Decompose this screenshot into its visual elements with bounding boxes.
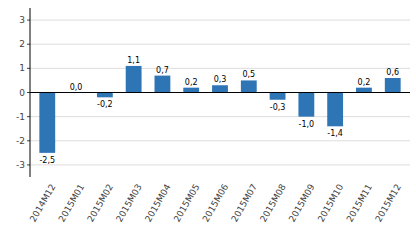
bar [97, 93, 113, 98]
data-label: -0,3 [270, 103, 286, 112]
category-label: 2015M11 [344, 182, 374, 223]
bar [270, 93, 286, 100]
category-label: 2015M07 [229, 182, 259, 223]
category-label: 2015M12 [373, 182, 403, 223]
tick-label: 3 [19, 15, 25, 25]
category-label: 2015M10 [316, 182, 346, 224]
tick-label: -2 [16, 136, 25, 146]
category-label: 2015M03 [114, 182, 144, 223]
category-label: 2015M08 [258, 182, 288, 224]
category-label: 2015M09 [287, 182, 317, 224]
bar [126, 66, 142, 93]
grid-line [30, 164, 410, 165]
bar [39, 93, 55, 153]
data-label: -1,4 [327, 129, 343, 138]
data-label: -0,2 [97, 100, 113, 109]
data-label: -2,5 [39, 156, 55, 165]
grid [30, 20, 410, 165]
category-label: 2015M06 [201, 182, 231, 224]
grid-line [30, 44, 410, 45]
category-label: 2014M12 [28, 182, 58, 223]
bars [39, 66, 400, 153]
bar [212, 85, 228, 92]
grid-line [30, 140, 410, 141]
data-label: 0,3 [214, 75, 227, 84]
data-label: 1,1 [127, 56, 140, 65]
bar [155, 76, 171, 93]
category-label: 2015M02 [85, 182, 115, 223]
tick-label: -1 [16, 112, 25, 122]
category-label: 2015M01 [57, 182, 87, 223]
category-label: 2015M04 [143, 182, 173, 224]
grid-line [30, 68, 410, 69]
y-axis-line [30, 8, 31, 177]
tick-label: -3 [16, 160, 25, 170]
bar [356, 88, 372, 93]
data-label: 0,2 [185, 78, 198, 87]
data-label: 0,7 [156, 66, 169, 75]
bar [183, 88, 199, 93]
tick-label: 2 [19, 39, 25, 49]
zero-line [30, 92, 410, 93]
bar [241, 80, 257, 92]
bar [385, 78, 401, 92]
grid-line [30, 20, 410, 21]
data-label: 0,2 [358, 78, 371, 87]
data-label: 0,0 [70, 83, 83, 92]
bar [327, 93, 343, 127]
tick-label: 0 [19, 88, 25, 98]
data-label: 0,5 [242, 70, 255, 79]
bar [298, 93, 314, 117]
tick-label: 1 [19, 63, 25, 73]
grid-line [30, 116, 410, 117]
data-label: -1,0 [299, 120, 315, 129]
category-label: 2015M05 [172, 182, 202, 223]
data-label: 0,6 [386, 68, 399, 77]
chart: -3 -2 -1 0 1 2 3 -2,5 0,0 -0,2 1,1 0,7 0,2 0,3 0,5 -0,3… [0, 0, 416, 227]
